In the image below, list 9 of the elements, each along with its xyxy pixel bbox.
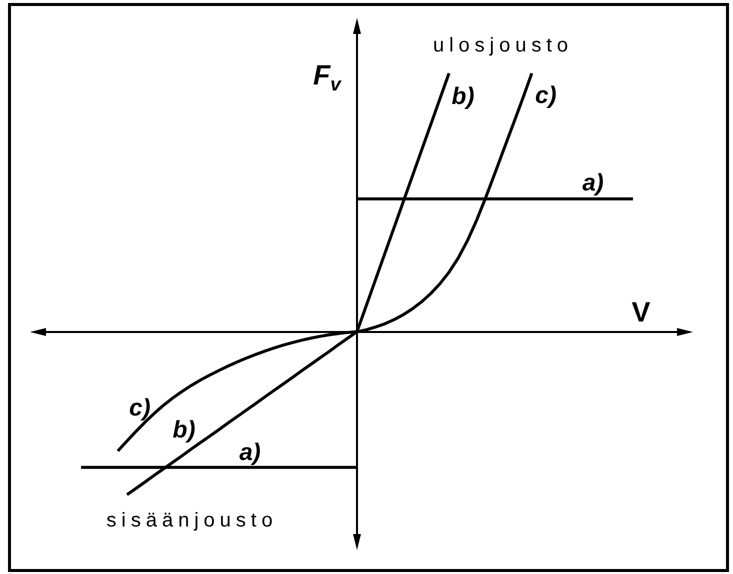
- x-axis-title: V: [632, 296, 651, 328]
- text: c): [535, 82, 556, 109]
- text: sisäänjousto: [106, 510, 278, 532]
- series-label: a): [582, 169, 604, 196]
- series-label: a): [239, 438, 261, 466]
- series-label: b): [172, 416, 196, 444]
- text: ulosjousto: [432, 34, 574, 57]
- series-label: c): [129, 394, 150, 422]
- text: b): [452, 82, 474, 110]
